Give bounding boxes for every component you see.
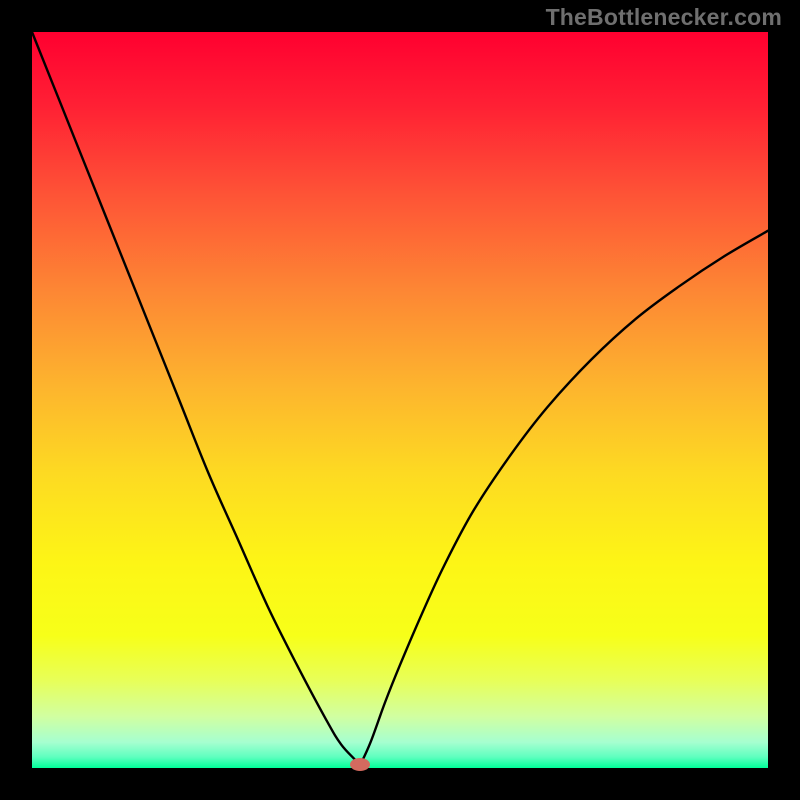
bottleneck-curve [0, 0, 800, 800]
watermark-text: TheBottlenecker.com [546, 4, 782, 31]
minimum-marker [350, 758, 370, 771]
